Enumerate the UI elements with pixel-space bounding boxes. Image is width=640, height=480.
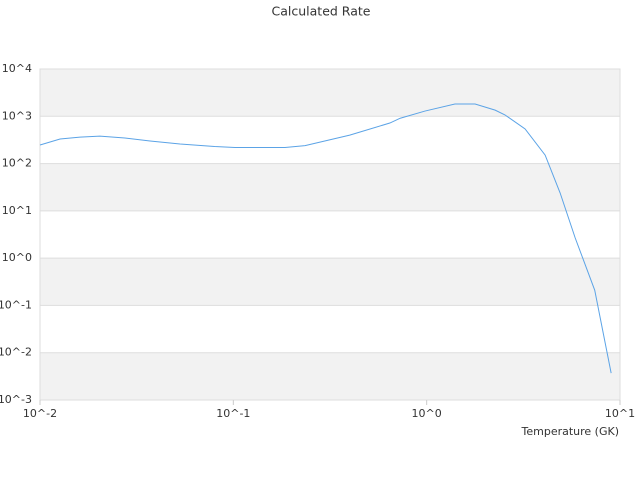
grid-band (40, 352, 620, 400)
x-tick-label: 10^-1 (216, 407, 250, 420)
y-tick-label: 10^2 (2, 157, 32, 170)
plot-background (40, 69, 620, 400)
x-axis-label: Temperature (GK) (521, 425, 620, 438)
y-tick-label: 10^4 (2, 62, 32, 75)
plot-border (39, 68, 621, 401)
x-tick-label: 10^0 (412, 407, 442, 420)
data-line (39, 103, 612, 374)
y-tick-label: 10^3 (2, 109, 32, 122)
x-tick-label: 10^1 (605, 407, 635, 420)
x-tick-label: 10^-2 (23, 407, 57, 420)
chart-title: Calculated Rate (272, 4, 371, 19)
y-tick-label: 10^1 (2, 204, 32, 217)
grid-band (40, 69, 620, 117)
grid-band (40, 163, 620, 211)
grid-band (40, 258, 620, 306)
y-tick-label: 10^-2 (0, 346, 32, 359)
y-tick-label: 10^-3 (0, 393, 32, 406)
y-tick-label: 10^0 (2, 251, 32, 264)
y-tick-label: 10^-1 (0, 298, 32, 311)
